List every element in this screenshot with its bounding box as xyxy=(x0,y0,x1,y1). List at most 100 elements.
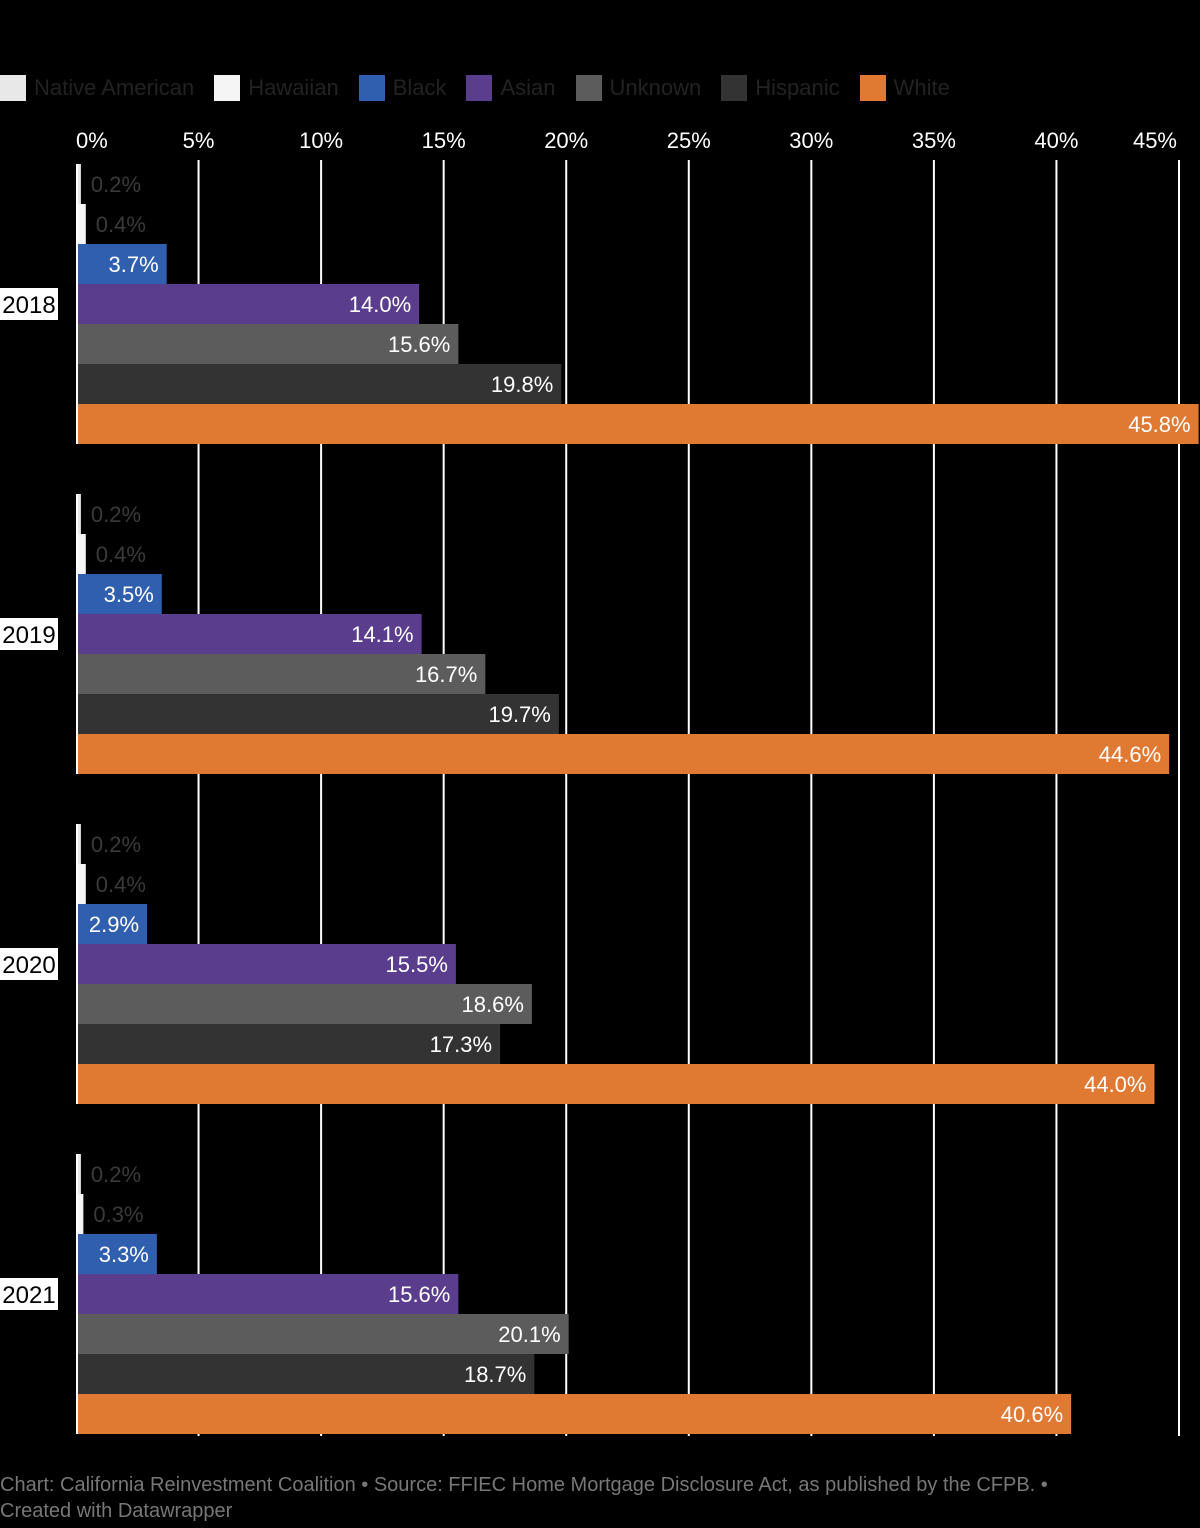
x-tick-label: 45% xyxy=(1133,128,1177,153)
bar xyxy=(76,864,86,904)
legend-swatch xyxy=(358,75,385,101)
bar-value-label: 3.7% xyxy=(109,252,159,277)
legend-swatch xyxy=(721,75,748,101)
bar xyxy=(76,494,81,534)
bar-value-label: 0.4% xyxy=(96,542,146,567)
category-label: 2021 xyxy=(2,1282,55,1309)
legend-swatch xyxy=(575,75,602,101)
legend-label: Native American xyxy=(34,75,195,100)
bar xyxy=(76,574,162,614)
legend-label: Hispanic xyxy=(755,75,840,100)
bar-value-label: 3.5% xyxy=(104,582,154,607)
bar-value-label: 40.6% xyxy=(1001,1402,1063,1427)
x-tick-label: 35% xyxy=(912,128,956,153)
bar-value-label: 44.6% xyxy=(1099,742,1161,767)
bar xyxy=(76,1234,157,1274)
legend-item: Hawaiian xyxy=(214,75,339,101)
legend-label: Hawaiian xyxy=(248,75,339,100)
x-tick-label: 25% xyxy=(667,128,711,153)
bar xyxy=(76,654,486,694)
category-label: 2019 xyxy=(2,622,55,649)
x-tick-label: 5% xyxy=(183,128,215,153)
bar xyxy=(76,1024,501,1064)
bar-value-label: 0.2% xyxy=(91,832,141,857)
x-tick-label: 20% xyxy=(544,128,588,153)
bar xyxy=(76,1194,84,1234)
bar-value-label: 0.2% xyxy=(91,502,141,527)
legend-swatch xyxy=(859,75,886,101)
bar xyxy=(76,244,167,284)
footer-created-with: Created with Datawrapper xyxy=(0,1500,233,1522)
bar-value-label: 20.1% xyxy=(498,1322,560,1347)
bar xyxy=(76,284,420,324)
bar-value-label: 19.8% xyxy=(491,372,553,397)
bar-value-label: 15.6% xyxy=(388,1282,450,1307)
bar xyxy=(76,364,562,404)
bar-value-label: 44.0% xyxy=(1084,1072,1146,1097)
bar-value-label: 0.3% xyxy=(93,1202,143,1227)
bar xyxy=(76,404,1199,444)
bar-value-label: 16.7% xyxy=(415,662,477,687)
legend-label: Asian xyxy=(500,75,556,100)
bar-value-label: 0.4% xyxy=(96,212,146,237)
legend-swatch xyxy=(0,75,26,101)
bar-value-label: 0.2% xyxy=(91,1162,141,1187)
bar-value-label: 45.8% xyxy=(1128,412,1190,437)
bar xyxy=(76,204,86,244)
footer-credit-line: Chart: California Reinvestment Coalition… xyxy=(0,1474,1048,1496)
bar xyxy=(76,824,81,864)
x-tick-label: 0% xyxy=(76,128,108,153)
x-tick-label: 15% xyxy=(422,128,466,153)
bar xyxy=(76,614,422,654)
bar xyxy=(76,1274,459,1314)
bar xyxy=(76,904,148,944)
bar-value-label: 0.2% xyxy=(91,172,141,197)
bar xyxy=(76,164,81,204)
x-tick-label: 30% xyxy=(789,128,833,153)
bar xyxy=(76,694,559,734)
bar xyxy=(76,1394,1072,1434)
chart-footer: Chart: California Reinvestment Coalition… xyxy=(0,1472,1190,1524)
bar-value-label: 15.6% xyxy=(388,332,450,357)
bar xyxy=(76,324,459,364)
bar xyxy=(76,734,1170,774)
category-label: 2020 xyxy=(2,952,55,979)
category-label-background xyxy=(0,618,58,650)
bar-value-label: 15.5% xyxy=(386,952,448,977)
bar-value-label: 3.3% xyxy=(99,1242,149,1267)
legend-swatch xyxy=(214,75,241,101)
bar xyxy=(76,984,532,1024)
bar-value-label: 17.3% xyxy=(430,1032,492,1057)
legend-label: Black xyxy=(392,75,447,100)
bar-value-label: 2.9% xyxy=(89,912,139,937)
bar xyxy=(76,1354,535,1394)
legend-item: Hispanic xyxy=(721,75,840,101)
legend-swatch xyxy=(466,75,493,101)
legend-label: Unknown xyxy=(609,75,702,100)
bar-chart: 0% 5% 10% 15% 20% 25% 30% 35% 40% 45% 0.2% 0.4% 3.7%… xyxy=(0,128,1199,1436)
category-label-background xyxy=(0,948,58,980)
legend-item: Asian xyxy=(466,75,556,101)
bar-value-label: 18.7% xyxy=(464,1362,526,1387)
x-tick-label: 40% xyxy=(1034,128,1078,153)
bar-value-label: 14.0% xyxy=(349,292,411,317)
legend-item: Native American xyxy=(0,75,194,101)
bar xyxy=(76,1064,1155,1104)
legend-item: Black xyxy=(358,75,447,101)
legend-label: White xyxy=(893,75,950,100)
bar-value-label: 18.6% xyxy=(462,992,524,1017)
bar xyxy=(76,534,86,574)
category-label-background xyxy=(0,288,58,320)
bar-value-label: 19.7% xyxy=(488,702,550,727)
bar-value-label: 0.4% xyxy=(96,872,146,897)
bar-value-label: 14.1% xyxy=(351,622,413,647)
bar xyxy=(76,1154,81,1194)
chart-legend: Native American Hawaiian Black Asian Unknown… xyxy=(0,72,970,104)
legend-item: White xyxy=(859,75,950,101)
bar xyxy=(76,1314,569,1354)
category-label-background xyxy=(0,1278,58,1310)
x-tick-label: 10% xyxy=(299,128,343,153)
category-label: 2018 xyxy=(2,292,55,319)
bar xyxy=(76,944,456,984)
legend-item: Unknown xyxy=(575,75,702,101)
